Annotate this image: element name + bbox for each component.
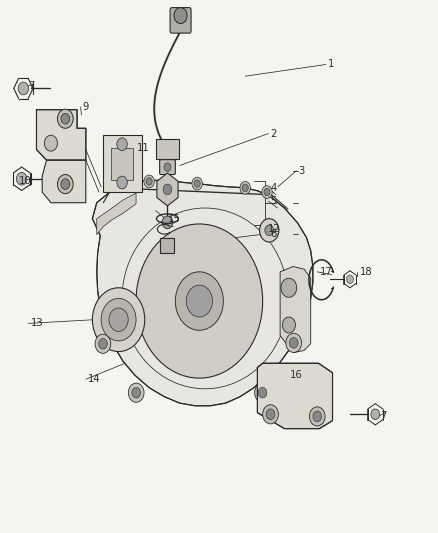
Circle shape	[128, 383, 144, 402]
Text: 11: 11	[137, 143, 150, 154]
Polygon shape	[280, 266, 311, 353]
Circle shape	[266, 409, 275, 419]
Circle shape	[61, 114, 70, 124]
Circle shape	[109, 308, 128, 332]
Circle shape	[371, 409, 380, 419]
Circle shape	[286, 333, 302, 352]
Text: 5: 5	[271, 196, 277, 206]
Circle shape	[283, 317, 295, 333]
Circle shape	[16, 172, 27, 185]
Bar	[111, 148, 134, 180]
Text: 7: 7	[28, 81, 34, 91]
Circle shape	[186, 285, 212, 317]
Text: 4: 4	[271, 183, 277, 193]
Text: 15: 15	[167, 214, 180, 224]
Text: 9: 9	[83, 102, 89, 112]
Circle shape	[99, 338, 107, 349]
Polygon shape	[92, 180, 313, 406]
Circle shape	[18, 82, 28, 95]
Circle shape	[258, 387, 267, 398]
Circle shape	[136, 224, 263, 378]
Circle shape	[194, 180, 200, 187]
Circle shape	[260, 219, 279, 242]
Circle shape	[309, 407, 325, 426]
Circle shape	[101, 298, 136, 341]
Circle shape	[44, 135, 57, 151]
Text: 1: 1	[328, 60, 335, 69]
Circle shape	[124, 180, 131, 188]
Circle shape	[117, 176, 127, 189]
Circle shape	[95, 334, 111, 353]
FancyBboxPatch shape	[170, 7, 191, 33]
Circle shape	[144, 175, 154, 188]
Polygon shape	[36, 110, 86, 160]
Circle shape	[57, 109, 73, 128]
Circle shape	[174, 7, 187, 23]
FancyBboxPatch shape	[159, 160, 175, 174]
Circle shape	[163, 184, 172, 195]
FancyBboxPatch shape	[155, 139, 179, 159]
Circle shape	[122, 177, 133, 190]
Circle shape	[290, 337, 298, 348]
FancyBboxPatch shape	[103, 135, 142, 192]
Text: 16: 16	[290, 370, 303, 381]
Circle shape	[132, 387, 141, 398]
Circle shape	[281, 278, 297, 297]
Circle shape	[262, 185, 272, 198]
Text: 17: 17	[319, 267, 332, 277]
Text: 18: 18	[360, 267, 372, 277]
Circle shape	[117, 138, 127, 151]
Text: 14: 14	[88, 374, 101, 384]
Circle shape	[162, 216, 173, 229]
Polygon shape	[157, 173, 178, 206]
Circle shape	[146, 177, 152, 185]
Text: 3: 3	[298, 166, 305, 176]
Circle shape	[313, 411, 321, 422]
Text: 12: 12	[268, 224, 281, 235]
Circle shape	[192, 177, 202, 190]
Circle shape	[242, 184, 248, 191]
Polygon shape	[42, 160, 86, 203]
Polygon shape	[258, 364, 332, 429]
Circle shape	[57, 174, 73, 193]
Text: 6: 6	[271, 229, 277, 239]
Text: 2: 2	[271, 128, 277, 139]
Circle shape	[164, 163, 171, 171]
Circle shape	[265, 225, 274, 236]
Text: 13: 13	[30, 318, 43, 328]
Circle shape	[175, 272, 223, 330]
Circle shape	[61, 179, 70, 189]
Circle shape	[254, 383, 270, 402]
Text: 7: 7	[381, 411, 387, 422]
Bar	[160, 238, 174, 253]
Circle shape	[92, 288, 145, 352]
Circle shape	[263, 405, 279, 424]
Polygon shape	[97, 193, 136, 235]
Circle shape	[264, 188, 270, 196]
Circle shape	[346, 275, 353, 284]
Circle shape	[240, 181, 251, 194]
Text: 10: 10	[19, 176, 32, 187]
